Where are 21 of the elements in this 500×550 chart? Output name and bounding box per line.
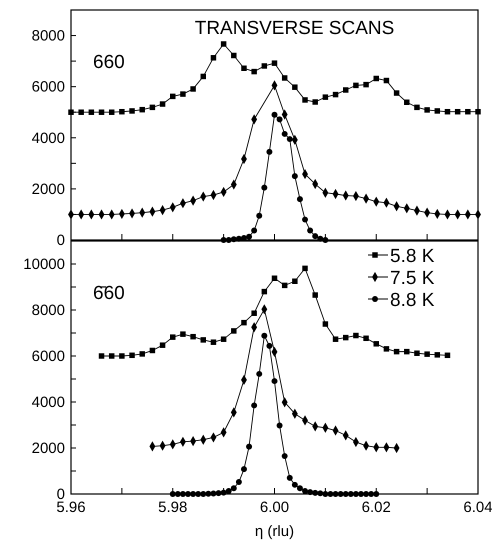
chart-title: TRANSVERSE SCANS	[194, 18, 394, 39]
y-tick-label: 2000	[32, 180, 65, 198]
x-axis-title: η (rlu)	[254, 523, 294, 540]
x-tick-label: 6.00	[260, 499, 290, 516]
y-tick-label: 6000	[32, 348, 65, 365]
y-tick-label: 2000	[32, 440, 65, 457]
y-tick-label: 4000	[32, 394, 65, 411]
x-tick-label: 6.02	[362, 499, 391, 516]
y-tick-label: 8000	[32, 28, 65, 45]
y-tick-label: 8000	[32, 302, 65, 319]
legend-label: 8.8 K	[390, 290, 435, 311]
legend-label: 7.5 K	[390, 268, 435, 289]
legend-label: 5.8 K	[390, 246, 435, 267]
annotation: 6̄60	[93, 283, 125, 304]
y-tick-label: 4000	[32, 130, 65, 147]
y-tick-label: 10000	[23, 256, 65, 273]
y-tick-label: 0	[56, 232, 65, 249]
x-tick-label: 6.04	[463, 499, 493, 516]
annotation: 660	[93, 52, 125, 73]
x-tick-label: 5.98	[158, 499, 188, 516]
y-tick-label: 6000	[32, 78, 65, 96]
